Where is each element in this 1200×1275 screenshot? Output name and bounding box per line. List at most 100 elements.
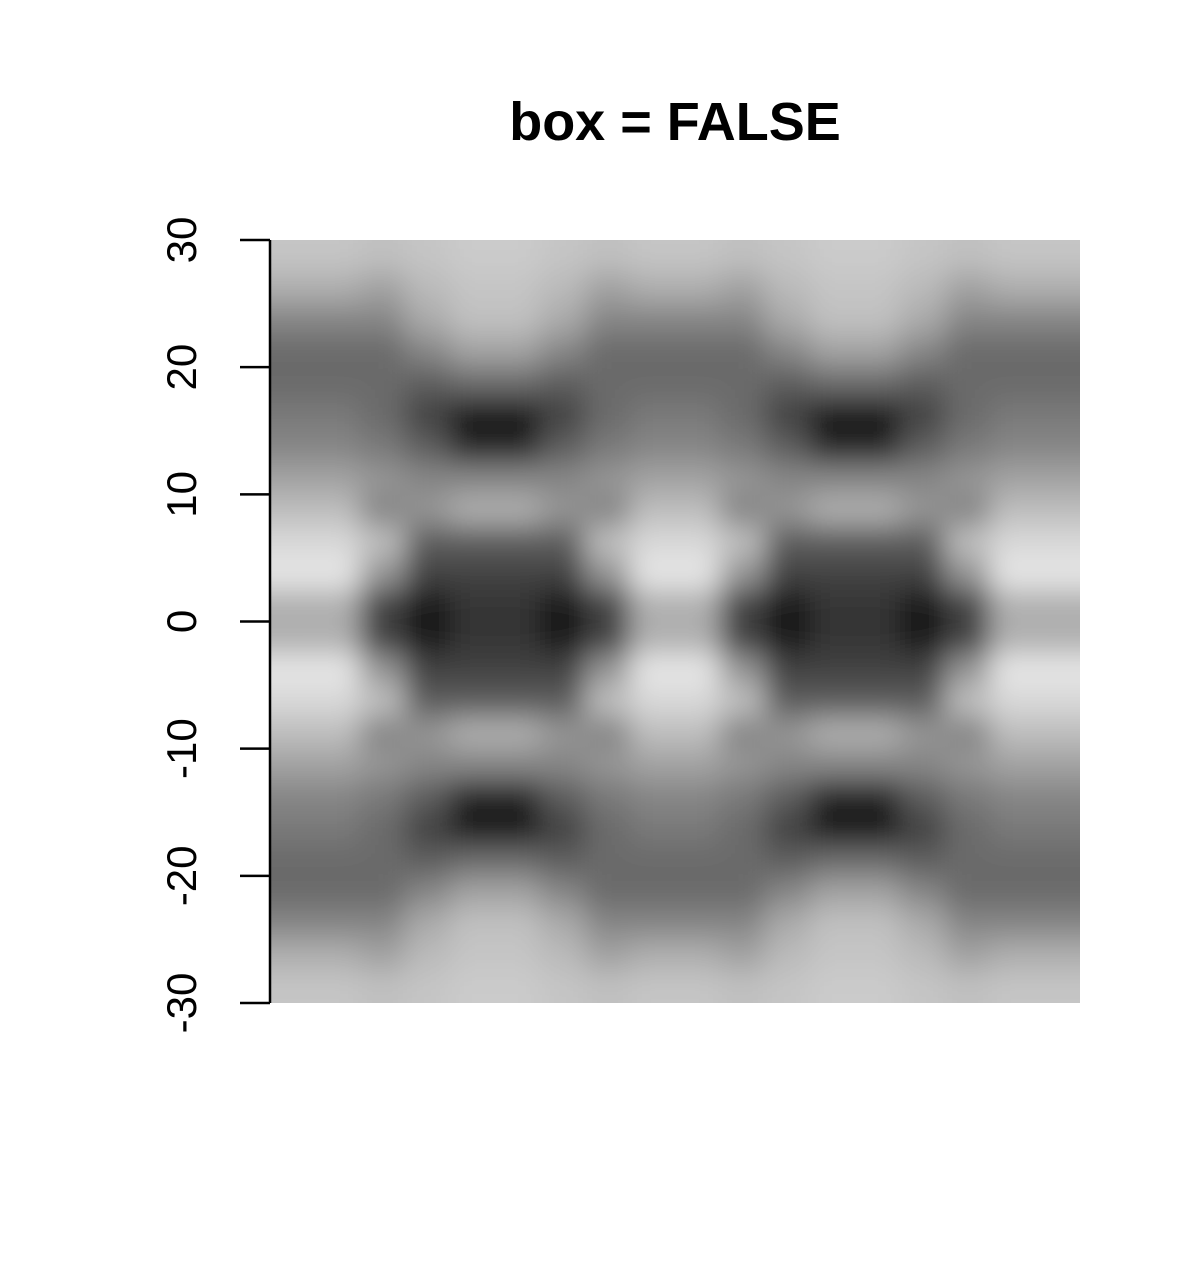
image-cell bbox=[900, 780, 946, 814]
image-cell bbox=[1035, 494, 1080, 528]
image-cell bbox=[900, 812, 946, 846]
image-cell bbox=[270, 844, 316, 877]
image-cell bbox=[315, 240, 361, 273]
image-cell bbox=[1035, 907, 1080, 941]
image-cell bbox=[990, 685, 1036, 718]
image-cell bbox=[495, 812, 541, 846]
image-cell bbox=[405, 653, 451, 687]
image-cell bbox=[315, 748, 361, 782]
image-cell bbox=[270, 971, 316, 1003]
image-cell bbox=[585, 557, 631, 591]
image-cell bbox=[360, 812, 406, 846]
image-cell bbox=[855, 271, 901, 305]
image-cell bbox=[765, 271, 811, 305]
image-cell bbox=[495, 907, 541, 941]
image-cell bbox=[495, 462, 541, 496]
image-cell bbox=[450, 812, 496, 846]
image-cell bbox=[315, 812, 361, 846]
image-cell bbox=[270, 653, 316, 687]
image-cell bbox=[720, 653, 766, 687]
image-cell bbox=[990, 621, 1036, 655]
image-cell bbox=[945, 589, 991, 623]
image-cell bbox=[765, 462, 811, 496]
image-cell bbox=[900, 716, 946, 750]
y-tick-label: 0 bbox=[158, 610, 205, 633]
image-cell bbox=[675, 430, 721, 464]
image-cell bbox=[765, 303, 811, 337]
image-cell bbox=[765, 971, 811, 1003]
image-cell bbox=[900, 303, 946, 337]
image-cell bbox=[900, 589, 946, 623]
image-cell bbox=[720, 939, 766, 973]
image-cell bbox=[990, 240, 1036, 273]
image-cell bbox=[810, 780, 856, 814]
image-cell bbox=[540, 430, 586, 464]
image-cell bbox=[900, 462, 946, 496]
image-cell bbox=[405, 812, 451, 846]
image-cell bbox=[855, 907, 901, 941]
image-cell bbox=[810, 335, 856, 369]
image-cell bbox=[315, 685, 361, 718]
image-cell bbox=[675, 685, 721, 718]
image-cell bbox=[630, 240, 676, 273]
image-cell bbox=[855, 526, 901, 559]
image-cell bbox=[765, 398, 811, 432]
image-cell bbox=[360, 748, 406, 782]
image-cell bbox=[495, 557, 541, 591]
image-cell bbox=[900, 844, 946, 877]
image-cell bbox=[540, 335, 586, 369]
image-cell bbox=[315, 939, 361, 973]
image-cell bbox=[495, 621, 541, 655]
image-cell bbox=[360, 685, 406, 718]
image-cell bbox=[990, 907, 1036, 941]
image-cell bbox=[540, 939, 586, 973]
image-cell bbox=[585, 780, 631, 814]
image-cell bbox=[585, 653, 631, 687]
image-cell bbox=[810, 907, 856, 941]
image-cell bbox=[855, 685, 901, 718]
image-cell bbox=[1035, 844, 1080, 877]
image-cell bbox=[540, 907, 586, 941]
image-cell bbox=[990, 875, 1036, 909]
image-cell bbox=[270, 335, 316, 369]
image-cell bbox=[675, 526, 721, 559]
image-cell bbox=[585, 335, 631, 369]
image-cell bbox=[450, 589, 496, 623]
image-cell bbox=[630, 494, 676, 528]
image-cell bbox=[585, 430, 631, 464]
image-cell bbox=[360, 240, 406, 273]
image-cell bbox=[945, 494, 991, 528]
image-cell bbox=[675, 621, 721, 655]
image-cell bbox=[270, 398, 316, 432]
image-cell bbox=[720, 589, 766, 623]
image-cell bbox=[720, 875, 766, 909]
image-cell bbox=[315, 398, 361, 432]
image-cell bbox=[630, 589, 676, 623]
image-cell bbox=[540, 653, 586, 687]
image-cell bbox=[540, 780, 586, 814]
image-cell bbox=[405, 716, 451, 750]
image-cell bbox=[900, 494, 946, 528]
image-cell bbox=[675, 557, 721, 591]
image-cell bbox=[765, 812, 811, 846]
image-cell bbox=[270, 780, 316, 814]
image-cell bbox=[765, 716, 811, 750]
image-cell bbox=[450, 716, 496, 750]
image-cell bbox=[945, 621, 991, 655]
image-cell bbox=[1035, 240, 1080, 273]
image-cell bbox=[855, 653, 901, 687]
image-cell bbox=[270, 939, 316, 973]
image-cell bbox=[1035, 557, 1080, 591]
image-cell bbox=[630, 716, 676, 750]
image-cell bbox=[450, 685, 496, 718]
image-cell bbox=[495, 653, 541, 687]
image-cell bbox=[765, 494, 811, 528]
image-cell bbox=[1035, 589, 1080, 623]
image-cell bbox=[630, 271, 676, 305]
image-cell bbox=[945, 240, 991, 273]
image-cell bbox=[405, 780, 451, 814]
image-cell bbox=[405, 971, 451, 1003]
image-cell bbox=[810, 939, 856, 973]
image-cell bbox=[450, 621, 496, 655]
image-cell bbox=[270, 240, 316, 273]
